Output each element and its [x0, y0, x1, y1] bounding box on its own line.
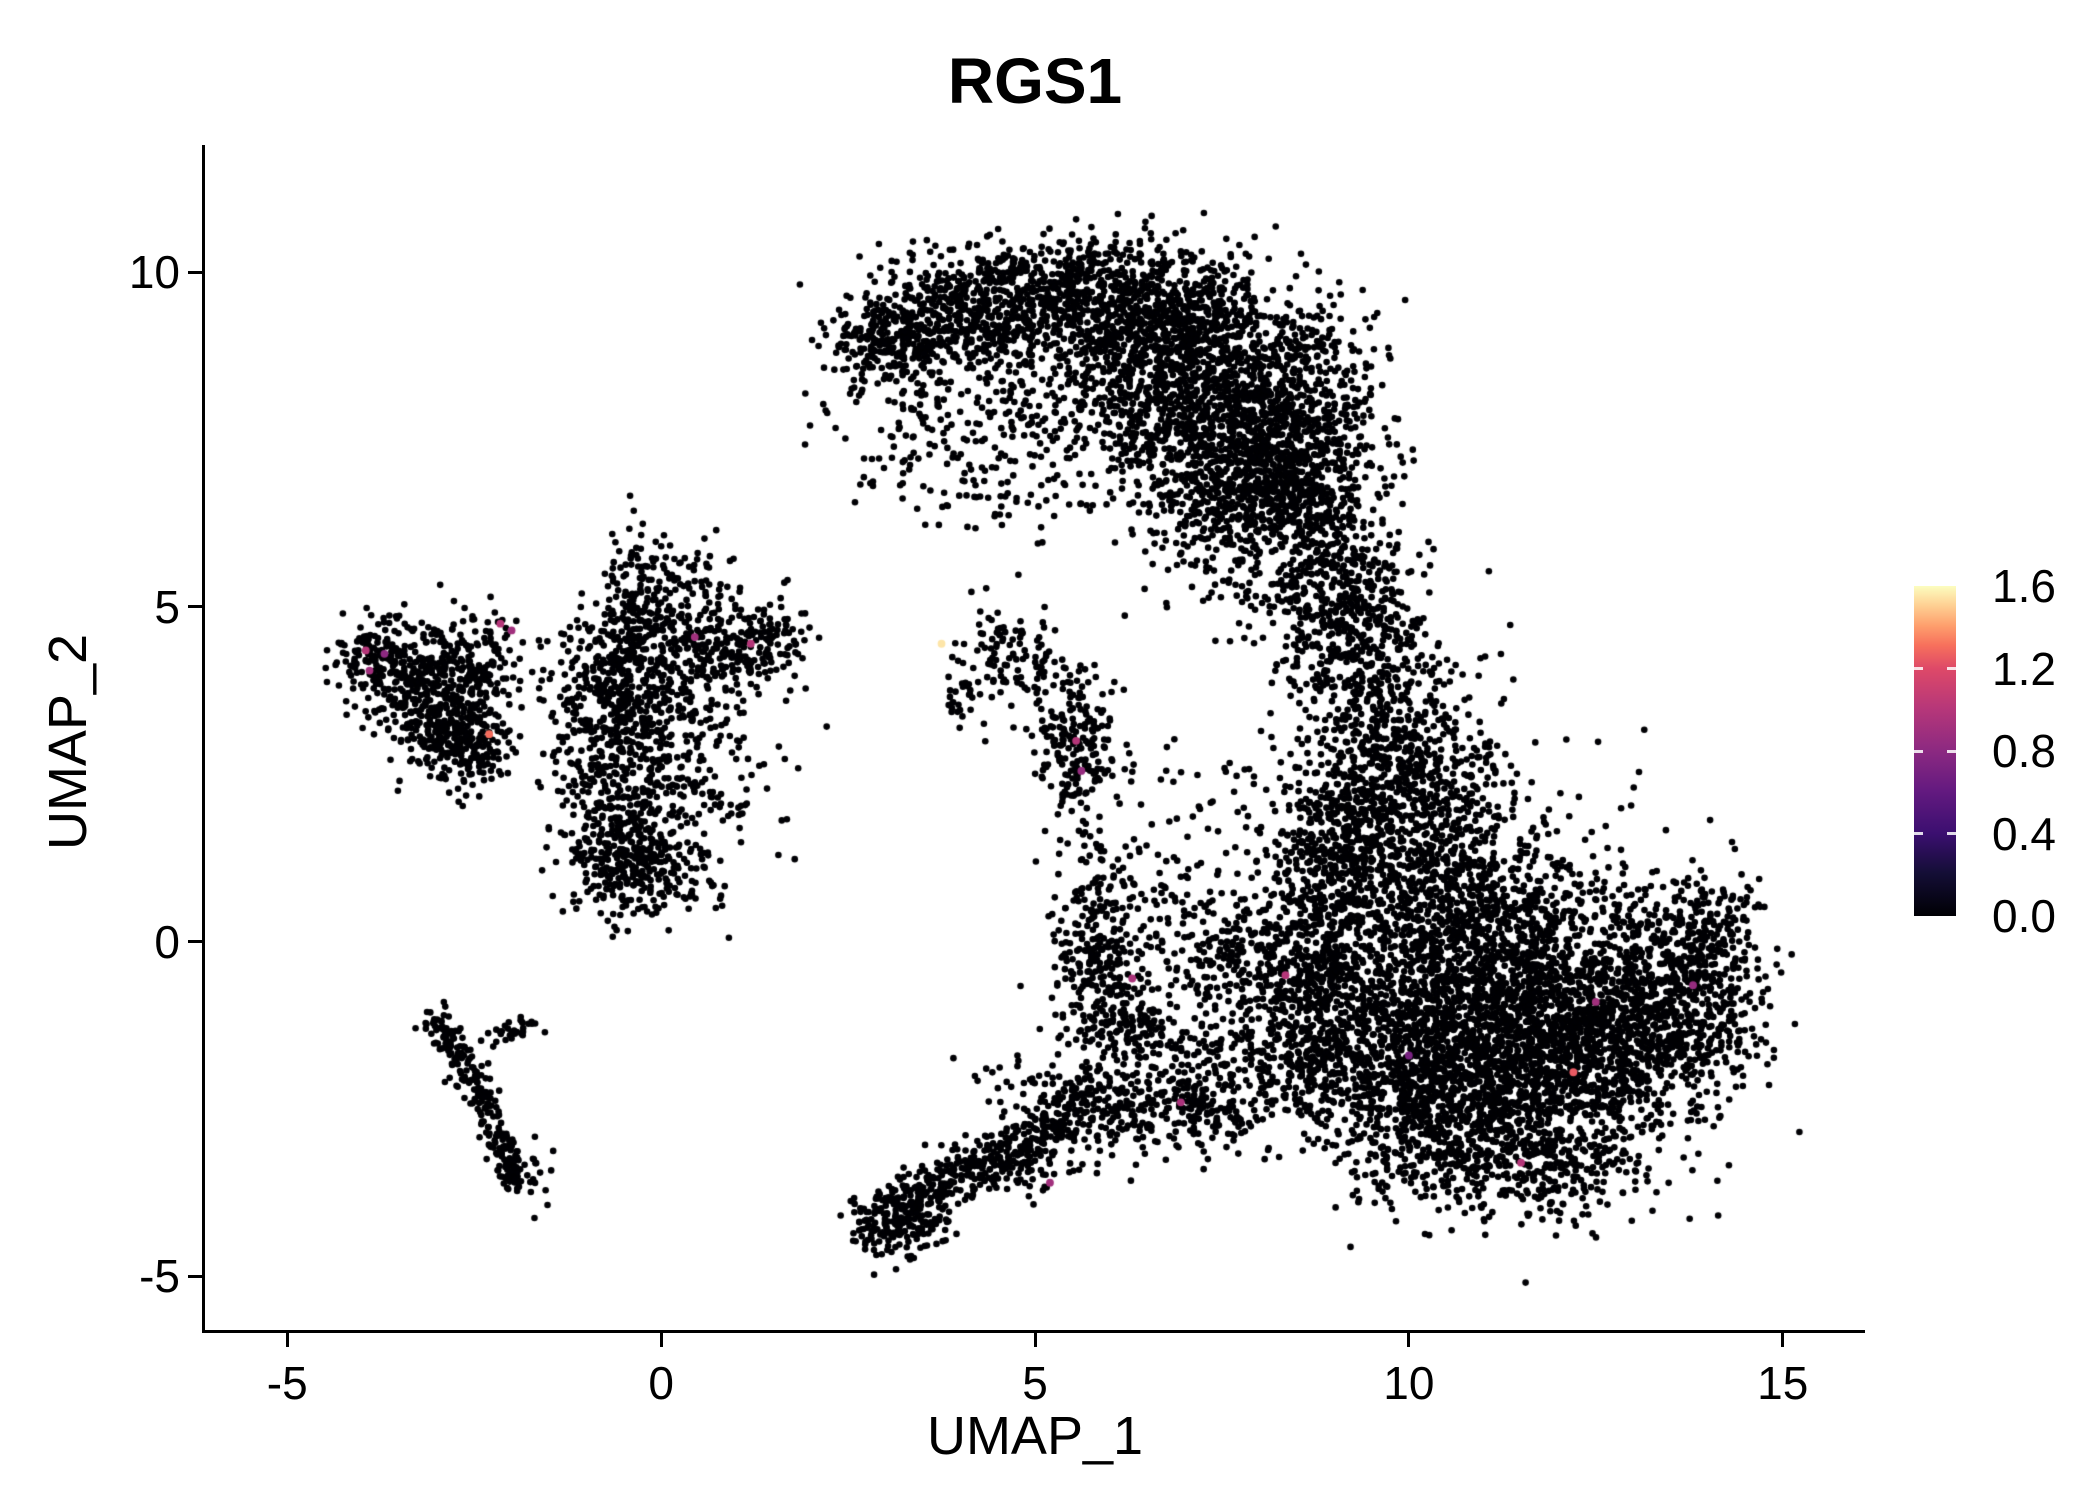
x-tick-label: -5: [266, 1357, 308, 1409]
colorbar-tick-mark: [1947, 832, 1956, 835]
y-tick-label: 10: [128, 246, 180, 299]
x-tick-label: 15: [1757, 1357, 1809, 1409]
colorbar-tick-label: 1.2: [1992, 642, 2056, 695]
colorbar-tick-mark: [1947, 749, 1956, 753]
x-tick-label: 5: [1022, 1357, 1048, 1409]
x-axis-label: UMAP_1: [926, 1406, 1144, 1466]
x-tick-label: 0: [648, 1357, 674, 1409]
y-tick-label: -5: [139, 1250, 180, 1303]
colorbar-tick-label: 1.6: [1992, 560, 2056, 612]
y-tick-mark: [188, 270, 202, 274]
y-axis-line: [202, 145, 205, 1333]
colorbar-tick-label: 0.8: [1992, 725, 2056, 777]
y-axis-label: UMAP_2: [38, 633, 98, 851]
x-tick-mark: [1033, 1333, 1037, 1347]
y-tick-mark: [188, 605, 202, 609]
x-tick-mark: [1781, 1333, 1785, 1347]
plot-title: RGS1: [947, 45, 1123, 117]
x-tick-mark: [659, 1333, 663, 1347]
colorbar-tick-mark: [1914, 667, 1923, 670]
x-axis-line: [202, 1330, 1865, 1333]
scatter-plot-canvas: [205, 145, 1865, 1330]
colorbar-tick-label: 0.0: [1992, 890, 2056, 942]
y-tick-label: 0: [154, 915, 180, 968]
colorbar-tick-mark: [1947, 667, 1956, 670]
colorbar-tick-mark: [1914, 749, 1923, 753]
y-tick-label: 5: [154, 580, 180, 633]
y-tick-mark: [188, 1274, 202, 1278]
colorbar-tick-label: 0.4: [1992, 807, 2056, 860]
x-tick-mark: [1407, 1333, 1411, 1347]
x-tick-label: 10: [1383, 1357, 1435, 1409]
colorbar-tick-mark: [1914, 832, 1923, 835]
x-tick-mark: [285, 1333, 289, 1347]
y-tick-mark: [188, 940, 202, 944]
